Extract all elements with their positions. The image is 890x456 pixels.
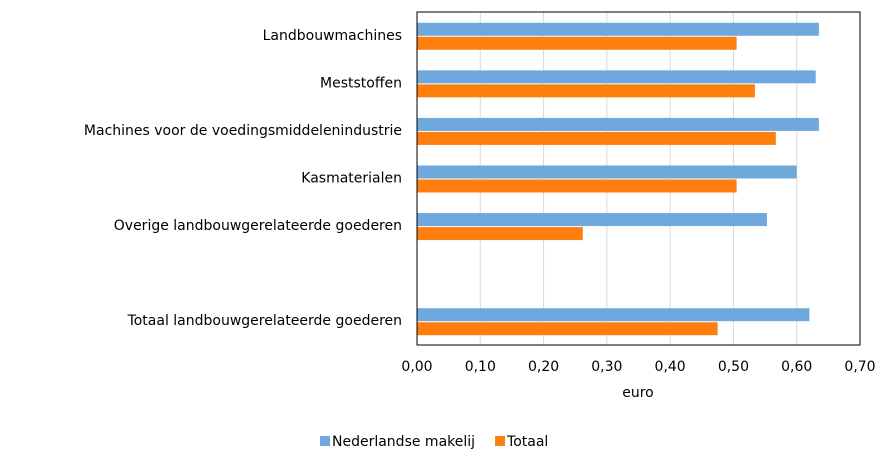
bar <box>417 117 819 131</box>
x-tick-label: 0,60 <box>781 359 812 375</box>
bar <box>417 322 718 336</box>
legend-label: Nederlandse makelij <box>332 434 475 450</box>
x-tick-label: 0,10 <box>465 359 496 375</box>
plot-border <box>416 11 861 346</box>
x-tick-label: 0,20 <box>528 359 559 375</box>
legend-swatch <box>495 436 506 446</box>
x-tick-label: 0,40 <box>655 359 686 375</box>
bar <box>417 179 737 193</box>
bar <box>417 22 819 36</box>
legend-swatch <box>320 436 330 446</box>
bar <box>417 165 797 179</box>
y-tick-label: Machines voor de voedingsmiddelenindustr… <box>84 123 402 139</box>
y-tick-label: Landbouwmachines <box>263 28 402 44</box>
bar <box>417 131 776 145</box>
x-tick-label: 0,30 <box>591 359 622 375</box>
y-tick-label: Totaal landbouwgerelateerde goederen <box>127 313 402 329</box>
x-axis-label: euro <box>622 385 654 401</box>
y-tick-label: Kasmaterialen <box>301 171 402 187</box>
bar <box>417 36 737 50</box>
legend-label: Totaal <box>506 434 548 450</box>
bar <box>417 227 583 241</box>
bar <box>417 84 755 98</box>
x-tick-label: 0,70 <box>844 359 875 375</box>
y-tick-label: Overige landbouwgerelateerde goederen <box>114 218 402 234</box>
x-tick-label: 0,50 <box>718 359 749 375</box>
y-tick-label: Meststoffen <box>320 75 402 91</box>
x-tick-label: 0,00 <box>401 359 432 375</box>
bar <box>417 308 810 322</box>
bar <box>417 70 816 84</box>
bar <box>417 213 767 227</box>
